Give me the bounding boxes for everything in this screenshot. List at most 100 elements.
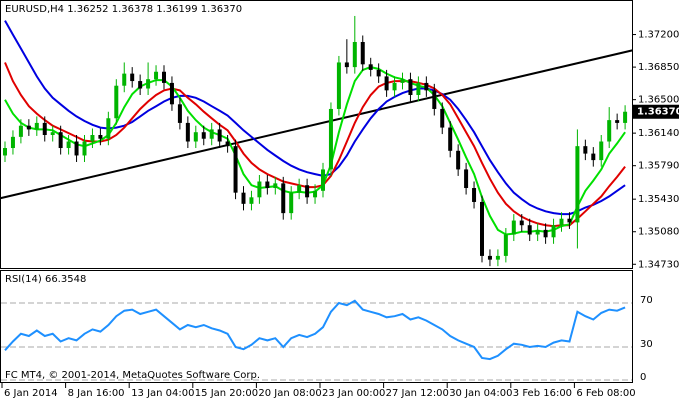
y-tick-label: 1.36140 — [638, 128, 679, 139]
candle-body — [456, 150, 461, 170]
candle-body — [122, 73, 127, 86]
candle-body — [201, 132, 206, 139]
candle-body — [432, 90, 437, 109]
candle-body — [257, 181, 262, 198]
candle-body — [487, 255, 492, 260]
x-tick-label: 27 Jan 12:00 — [386, 388, 449, 399]
x-tick-label: 8 Jan 16:00 — [68, 388, 125, 399]
y-tick-label: 1.35790 — [638, 161, 679, 172]
candle-body — [321, 169, 325, 191]
candle-body — [559, 218, 564, 226]
x-tick-label: 20 Jan 08:00 — [258, 388, 321, 399]
x-tick-label: 15 Jan 20:00 — [195, 388, 258, 399]
x-tick-label: 13 Jan 04:00 — [131, 388, 194, 399]
chart-title: EURUSD,H4 1.36252 1.36378 1.36199 1.3637… — [5, 4, 242, 15]
candle-body — [408, 79, 413, 96]
candle-body — [169, 82, 174, 105]
candle-body — [368, 64, 373, 70]
candle-body — [575, 146, 580, 223]
main-plot — [1, 15, 632, 267]
candle-body — [305, 185, 310, 198]
candle-body — [50, 132, 55, 135]
candle-body — [18, 125, 23, 137]
candle-body — [217, 129, 222, 142]
candle-body — [313, 190, 318, 198]
candle-body — [162, 71, 166, 83]
candle-body — [281, 183, 286, 214]
candle-body — [90, 135, 95, 142]
candle-body — [543, 229, 548, 238]
x-tick-label: 6 Feb 08:00 — [576, 388, 635, 399]
candle-body — [527, 225, 532, 235]
candle-body — [400, 79, 405, 83]
candle-body — [297, 185, 302, 193]
candle-body — [480, 201, 484, 256]
candle-body — [384, 76, 389, 91]
candle-body — [130, 73, 135, 82]
x-tick-label: 3 Feb 16:00 — [513, 388, 572, 399]
candle-body — [511, 220, 516, 235]
candle-body — [503, 234, 508, 256]
candle-body — [583, 146, 588, 154]
candle-body — [114, 85, 119, 119]
candle-body — [58, 132, 63, 149]
candle-body — [74, 141, 79, 156]
current-price-label: 1.36370 — [637, 107, 680, 118]
candle-body — [233, 146, 238, 193]
candle-body — [464, 169, 469, 189]
candle-body — [551, 225, 556, 238]
candle-body — [193, 132, 198, 142]
x-tick-label: 30 Jan 04:00 — [449, 388, 512, 399]
rsi-panel — [0, 270, 633, 383]
y-tick-label: 1.37200 — [638, 30, 679, 41]
x-tick-label: 23 Jan 00:00 — [322, 388, 385, 399]
candle-body — [336, 62, 341, 109]
candle-body — [416, 82, 421, 96]
candle-body — [82, 141, 87, 156]
candle-body — [138, 81, 143, 89]
candle-body — [273, 183, 278, 189]
y-tick-label: 1.36850 — [638, 62, 679, 73]
candle-body — [591, 153, 596, 161]
rsi-line — [4, 299, 626, 361]
rsi-title: RSI(14) 66.3548 — [5, 274, 86, 285]
y-tick-label: 30 — [640, 339, 653, 350]
candle-body — [440, 108, 445, 128]
candle-body — [376, 69, 381, 77]
candle-body — [66, 141, 71, 149]
candle-body — [615, 120, 620, 123]
candle-body — [535, 229, 540, 235]
candle-body — [154, 71, 159, 80]
y-tick-label: 1.34730 — [638, 259, 679, 270]
candle-body — [3, 148, 7, 156]
y-tick-label: 1.35430 — [638, 194, 679, 205]
candle-body — [209, 129, 214, 139]
candle-body — [599, 141, 604, 161]
main-panel — [0, 0, 633, 269]
candle-body — [289, 192, 294, 214]
trendline — [1, 49, 632, 200]
candle-body — [26, 125, 31, 130]
y-tick-label: 0 — [640, 372, 646, 383]
current-price-box — [633, 104, 679, 119]
candle-body — [360, 41, 365, 65]
candle-body — [10, 136, 15, 149]
candle-body — [34, 122, 39, 130]
rsi-plot — [1, 299, 632, 381]
candle-body — [607, 120, 612, 142]
candle-body — [265, 181, 270, 189]
footer: FC MT4, © 2001-2014, MetaQuotes Software… — [5, 370, 260, 381]
candle-body — [519, 220, 524, 226]
candle-body — [567, 218, 572, 223]
x-tick-label: 6 Jan 2014 — [4, 388, 58, 399]
y-tick-label: 1.35080 — [638, 227, 679, 238]
candle-body — [424, 82, 429, 91]
candle-body — [98, 135, 103, 139]
candle-body — [42, 122, 47, 135]
candle-body — [392, 82, 397, 91]
candle-body — [472, 188, 477, 202]
candle-body — [106, 118, 111, 139]
y-tick-label: 1.36500 — [638, 95, 679, 106]
candle-body — [344, 62, 349, 68]
candle-body — [241, 192, 246, 204]
